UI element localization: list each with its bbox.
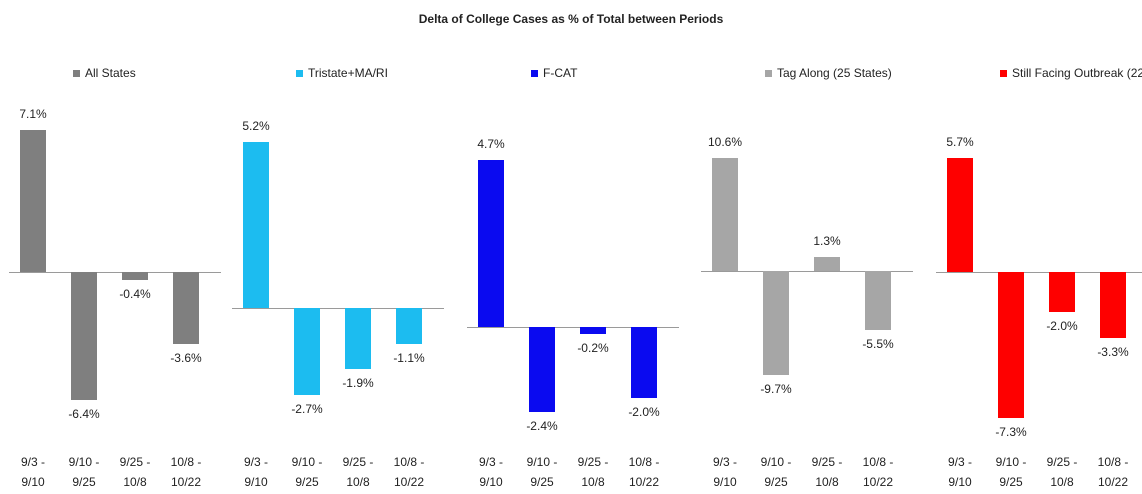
x-tick-label: 9/25 - 10/8 bbox=[342, 455, 374, 489]
bar bbox=[294, 308, 320, 395]
value-label: -2.0% bbox=[1046, 319, 1078, 333]
bar bbox=[122, 272, 148, 280]
value-label: 5.7% bbox=[946, 135, 974, 149]
value-label: -9.7% bbox=[760, 381, 792, 396]
bar bbox=[20, 130, 46, 272]
chart-title: Delta of College Cases as % of Total bet… bbox=[418, 12, 724, 26]
x-tick-label: 9/10 - 9/25 bbox=[526, 455, 558, 489]
value-label: -6.4% bbox=[68, 407, 100, 421]
zero-line bbox=[467, 326, 679, 328]
bar bbox=[631, 326, 657, 398]
legend-swatch bbox=[765, 70, 772, 77]
x-tick-label: 9/25 - 10/8 bbox=[119, 455, 151, 489]
x-tick-label: 9/10 - 9/25 bbox=[995, 455, 1027, 489]
legend-swatch bbox=[1000, 70, 1007, 77]
bar bbox=[1049, 272, 1075, 312]
bar bbox=[396, 308, 422, 344]
x-tick-label: 9/25 - 10/8 bbox=[1046, 455, 1078, 489]
value-label: -3.3% bbox=[1097, 345, 1129, 359]
legend-swatch bbox=[73, 70, 80, 77]
value-label: -0.2% bbox=[577, 341, 609, 355]
x-tick-label: 10/8 - 10/22 bbox=[1097, 455, 1129, 489]
bar bbox=[712, 158, 738, 272]
x-tick-label: 10/8 - 10/22 bbox=[862, 455, 894, 489]
zero-line bbox=[9, 272, 221, 273]
bar bbox=[998, 272, 1024, 418]
x-tick-label: 9/3 - 9/10 bbox=[478, 455, 503, 489]
x-tick-label: 9/3 - 9/10 bbox=[712, 455, 737, 489]
value-label: 5.2% bbox=[242, 119, 270, 133]
zero-line bbox=[232, 308, 444, 310]
bar bbox=[478, 159, 504, 327]
value-label: -5.5% bbox=[862, 336, 894, 351]
value-label: 7.1% bbox=[19, 107, 47, 121]
value-label: -0.4% bbox=[119, 287, 151, 301]
x-tick-label: 9/10 - 9/25 bbox=[760, 455, 792, 489]
x-tick-label: 9/10 - 9/25 bbox=[68, 455, 100, 489]
bar bbox=[814, 257, 840, 272]
value-label: -1.1% bbox=[393, 350, 425, 365]
bar bbox=[947, 158, 973, 272]
value-label: -7.3% bbox=[995, 425, 1027, 439]
zero-line bbox=[936, 272, 1142, 273]
x-tick-label: 9/3 - 9/10 bbox=[243, 455, 268, 489]
bar bbox=[529, 326, 555, 413]
x-tick-label: 9/25 - 10/8 bbox=[811, 455, 843, 489]
x-tick-label: 9/25 - 10/8 bbox=[577, 455, 609, 489]
legend-label: All States bbox=[85, 66, 136, 80]
value-label: -2.7% bbox=[291, 401, 323, 416]
bar bbox=[71, 272, 97, 400]
bar bbox=[763, 271, 789, 375]
x-tick-label: 10/8 - 10/22 bbox=[393, 455, 425, 489]
legend-label: Tag Along (25 States) bbox=[777, 66, 892, 80]
bar bbox=[580, 326, 606, 334]
zero-line bbox=[701, 271, 913, 273]
value-label: -1.9% bbox=[342, 376, 374, 391]
value-label: 1.3% bbox=[813, 234, 841, 249]
x-tick-label: 10/8 - 10/22 bbox=[170, 455, 202, 489]
bar bbox=[173, 272, 199, 344]
value-label: 10.6% bbox=[707, 135, 743, 149]
value-label: -3.6% bbox=[170, 351, 202, 365]
legend-swatch bbox=[531, 70, 538, 77]
legend-label: F-CAT bbox=[543, 66, 578, 80]
x-tick-label: 10/8 - 10/22 bbox=[628, 455, 660, 489]
bar bbox=[865, 271, 891, 330]
bar bbox=[345, 308, 371, 370]
value-label: -2.4% bbox=[526, 419, 558, 434]
legend-label: Still Facing Outbreak (22 States) bbox=[1012, 66, 1142, 80]
x-tick-label: 9/3 - 9/10 bbox=[947, 455, 972, 489]
x-tick-label: 9/3 - 9/10 bbox=[20, 455, 45, 489]
bar bbox=[1100, 272, 1126, 338]
legend-label: Tristate+MA/RI bbox=[308, 66, 388, 80]
legend-swatch bbox=[296, 70, 303, 77]
x-tick-label: 9/10 - 9/25 bbox=[291, 455, 323, 489]
value-label: -2.0% bbox=[628, 405, 660, 419]
value-label: 4.7% bbox=[477, 136, 505, 151]
bar bbox=[243, 142, 269, 309]
